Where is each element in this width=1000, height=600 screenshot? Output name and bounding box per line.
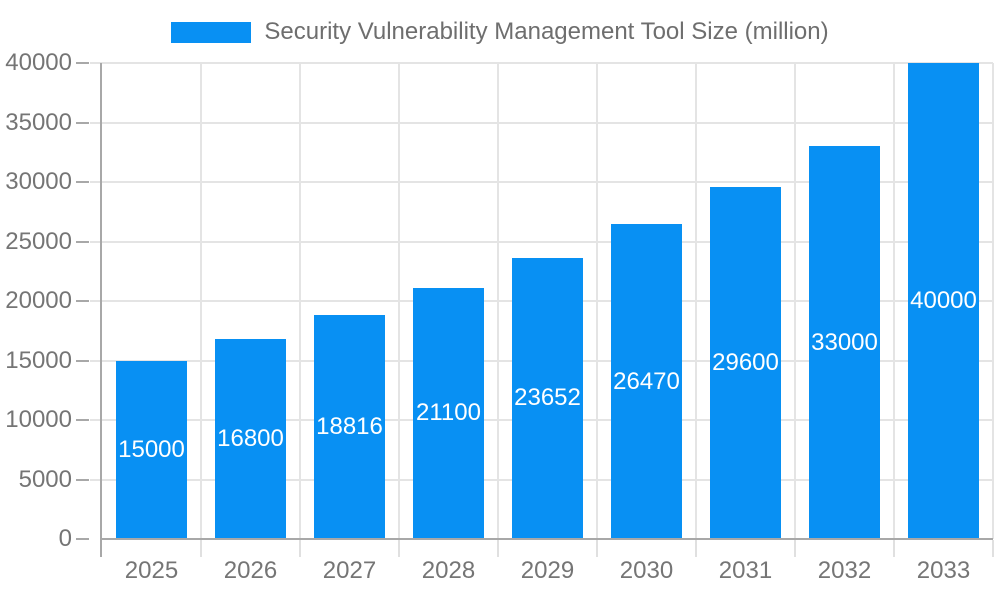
y-axis-tick bbox=[76, 478, 89, 481]
bar-2032[interactable] bbox=[809, 146, 880, 538]
x-axis-tick-label: 2025 bbox=[124, 557, 179, 584]
x-axis-tick-label: 2027 bbox=[322, 557, 377, 584]
x-axis-tick-label: 2030 bbox=[619, 557, 674, 584]
bar-2030[interactable] bbox=[611, 224, 682, 538]
y-axis-tick bbox=[76, 181, 89, 183]
y-gridline bbox=[90, 121, 993, 124]
chart-legend[interactable]: Security Vulnerability Management Tool S… bbox=[0, 16, 1000, 48]
x-axis-tick bbox=[596, 540, 598, 557]
x-axis-tick-label: 2029 bbox=[520, 557, 575, 584]
bar-2031[interactable] bbox=[710, 186, 781, 538]
bar-2027[interactable] bbox=[314, 315, 385, 538]
y-axis-tick bbox=[76, 62, 89, 64]
x-axis-tick bbox=[794, 540, 796, 557]
x-gridline bbox=[596, 63, 598, 539]
bar-2026[interactable] bbox=[215, 339, 286, 538]
y-axis-tick bbox=[76, 300, 89, 302]
legend-swatch bbox=[171, 21, 252, 43]
bar-value-label: 21100 bbox=[416, 399, 481, 427]
x-axis-tick-label: 2026 bbox=[223, 557, 278, 584]
x-gridline bbox=[497, 63, 499, 539]
chart-title: Security Vulnerability Management Tool S… bbox=[264, 18, 829, 45]
x-gridline bbox=[992, 63, 994, 539]
y-gridline bbox=[90, 62, 993, 64]
y-axis-tick-label: 35000 bbox=[5, 108, 72, 136]
bar-value-label: 33000 bbox=[811, 328, 878, 356]
x-gridline bbox=[893, 63, 895, 539]
x-axis-tick-label: 2033 bbox=[916, 557, 971, 584]
x-gridline bbox=[794, 63, 796, 539]
x-gridline bbox=[695, 63, 697, 539]
y-gridline bbox=[90, 181, 993, 183]
x-axis-tick bbox=[299, 540, 301, 557]
bar-value-label: 18816 bbox=[316, 413, 383, 441]
x-axis-tick bbox=[695, 540, 697, 557]
x-axis-tick bbox=[200, 540, 202, 557]
y-axis-tick-label: 10000 bbox=[5, 406, 72, 433]
bar-value-label: 26470 bbox=[613, 367, 680, 395]
y-axis-tick-label: 40000 bbox=[5, 49, 72, 76]
x-axis-tick-label: 2032 bbox=[817, 557, 872, 584]
x-gridline bbox=[398, 63, 400, 539]
y-axis-tick bbox=[76, 538, 89, 540]
x-axis-tick bbox=[893, 540, 895, 557]
x-axis-line bbox=[102, 538, 993, 540]
y-axis-line bbox=[100, 63, 102, 557]
bar-2028[interactable] bbox=[413, 287, 484, 538]
bar-value-label: 40000 bbox=[910, 287, 977, 314]
y-axis-tick-label: 5000 bbox=[18, 465, 72, 493]
y-axis-tick bbox=[76, 240, 89, 243]
x-axis-tick bbox=[398, 540, 400, 557]
x-axis-tick-label: 2028 bbox=[421, 557, 476, 584]
x-gridline bbox=[299, 63, 301, 539]
x-axis-tick bbox=[497, 540, 499, 557]
bar-value-label: 16800 bbox=[217, 425, 284, 453]
y-axis-tick-label: 15000 bbox=[5, 346, 72, 374]
bar-value-label: 29600 bbox=[712, 348, 779, 376]
y-axis-tick-label: 25000 bbox=[5, 227, 72, 255]
bar-2033[interactable] bbox=[908, 63, 979, 538]
x-gridline bbox=[200, 63, 202, 539]
y-axis-tick bbox=[76, 359, 89, 362]
x-axis-tick bbox=[992, 540, 994, 557]
y-axis-tick-label: 30000 bbox=[5, 168, 72, 195]
x-axis-tick-label: 2031 bbox=[718, 557, 773, 584]
y-axis-tick bbox=[76, 121, 89, 124]
y-axis-tick-label: 0 bbox=[58, 525, 72, 552]
y-axis-tick-label: 20000 bbox=[5, 287, 72, 314]
bar-2029[interactable] bbox=[512, 257, 583, 538]
y-axis-tick bbox=[76, 419, 89, 421]
bar-value-label: 23652 bbox=[514, 384, 581, 412]
bar-2025[interactable] bbox=[116, 360, 187, 538]
bar-value-label: 15000 bbox=[118, 435, 185, 463]
y-gridline bbox=[90, 240, 993, 243]
